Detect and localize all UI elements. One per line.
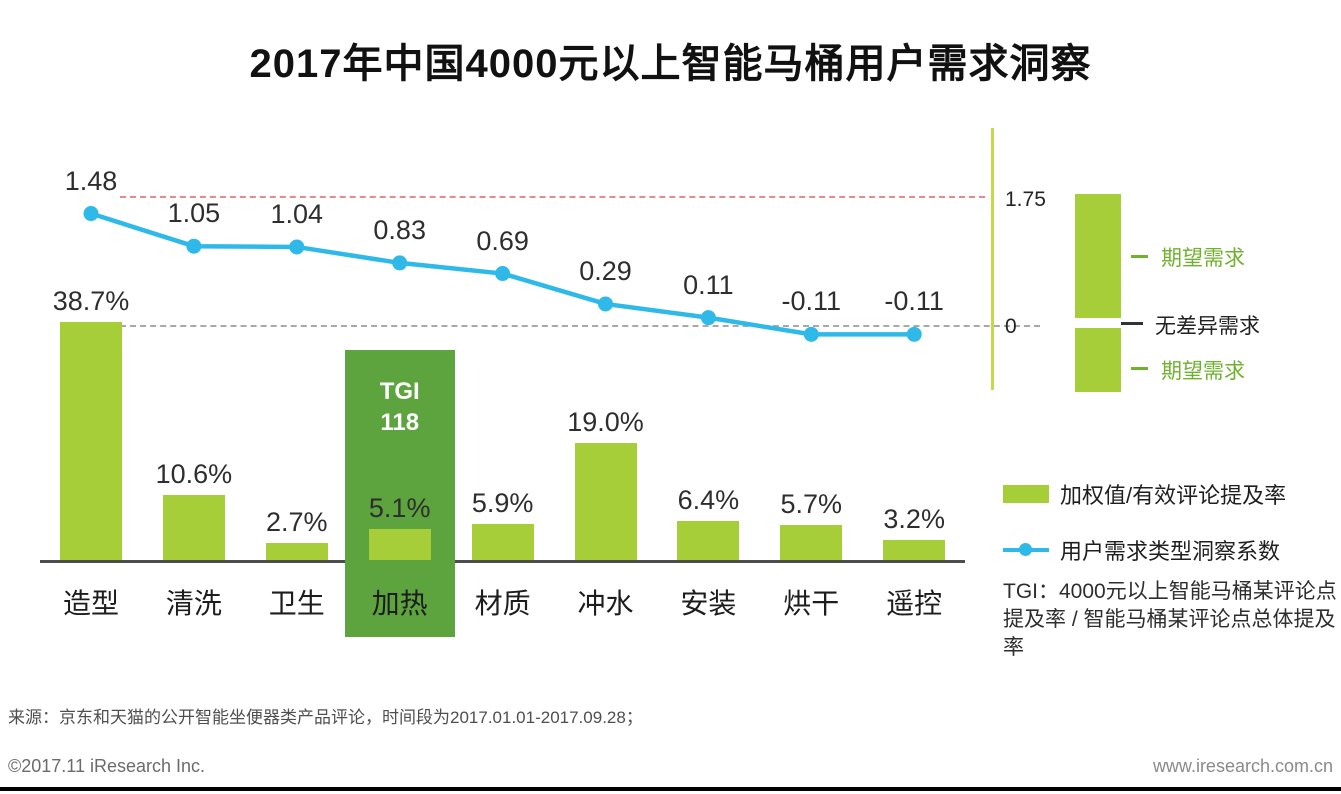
category-label: 材质 (474, 588, 531, 619)
legend-item-bar: 加权值/有效评论提及率 (1003, 478, 1286, 510)
category-label: 造型 (62, 588, 119, 619)
bar (780, 525, 843, 560)
bar-value-label: 2.7% (266, 507, 328, 537)
line-point (83, 206, 99, 222)
footer: ©2017.11 iResearch Inc. www.iresearch.co… (8, 756, 1333, 777)
line-value-label: 1.48 (64, 165, 118, 196)
expected-demand-bar-lower (1075, 328, 1121, 392)
line-point (906, 326, 922, 342)
line-value-label: 0.83 (373, 214, 426, 245)
category-label: 烘干 (783, 588, 840, 619)
panel-axis-max-label: 1.75 (1005, 188, 1046, 211)
expected-demand-bar-upper (1075, 194, 1121, 318)
bar-value-label: 6.4% (677, 485, 740, 515)
x-axis-line (40, 560, 965, 563)
bar (471, 524, 534, 560)
line-point (289, 239, 305, 255)
line-point (495, 266, 511, 282)
panel-axis-zero-label: 0 (1005, 315, 1017, 338)
line-value-label: 0.11 (683, 269, 734, 300)
annotation-indifferent: 无差异需求 (1155, 315, 1260, 338)
category-label: 遥控 (886, 588, 943, 619)
bar (162, 495, 225, 560)
legend-bar-label: 加权值/有效评论提及率 (1060, 483, 1287, 508)
source-note: 来源：京东和天猫的公开智能坐便器类产品评论，时间段为2017.01.01-201… (8, 708, 643, 727)
category-label: 安装 (680, 588, 737, 619)
plot-area: TGI 118 38.7% 造型 10.6% 清洗 2.7% 卫生 5.1% 加热 5.9% 材质 19… (40, 130, 965, 640)
bar-value-label: 5.7% (780, 489, 843, 519)
bar-value-label: 5.1% (368, 493, 431, 523)
bar (574, 443, 637, 560)
bar-value-label: 38.7% (52, 286, 130, 316)
reference-line-max (120, 196, 985, 198)
category-label: 清洗 (165, 588, 222, 619)
annotation-tick-middle (1121, 322, 1143, 325)
annotation-tick-bottom (1131, 367, 1148, 370)
annotation-expected-bottom: 期望需求 (1161, 360, 1245, 383)
category-label: 加热 (371, 588, 428, 619)
legend: 加权值/有效评论提及率 用户需求类型洞察系数 (1003, 478, 1286, 566)
annotation-tick-top (1131, 255, 1148, 258)
bar-value-label: 5.9% (471, 488, 534, 518)
legend-line-label: 用户需求类型洞察系数 (1060, 539, 1281, 564)
line-point (392, 255, 408, 271)
bar-value-label: 19.0% (567, 407, 644, 437)
line-value-label: 1.04 (270, 198, 324, 229)
legend-item-line: 用户需求类型洞察系数 (1003, 534, 1286, 566)
tgi-definition-note: TGI：4000元以上智能马桶某评论点提及率 / 智能马桶某评论点总体提及率 (1003, 580, 1337, 659)
annotation-expected-top: 期望需求 (1161, 247, 1245, 270)
line-point (598, 296, 613, 312)
panel-axis-line (991, 128, 994, 390)
line-value-label: 0.29 (579, 255, 632, 286)
line-value-label: -0.11 (884, 286, 944, 317)
line-value-label: 0.69 (476, 225, 529, 256)
demand-type-panel: 1.75 0 期望需求 无差异需求 期望需求 (985, 128, 1341, 403)
tgi-highlight-box: TGI 118 (344, 350, 455, 637)
line-swatch-icon (1003, 543, 1049, 556)
line-value-label: 1.05 (167, 198, 221, 229)
footer-divider (0, 787, 1341, 791)
bar-swatch-icon (1003, 485, 1049, 503)
line-point (700, 310, 716, 326)
category-label: 冲水 (577, 588, 634, 619)
bar (265, 543, 328, 560)
line-point (803, 326, 819, 342)
line-dot-icon (1019, 543, 1032, 556)
line-value-label: -0.11 (781, 286, 842, 317)
page-title: 2017年中国4000元以上智能马桶用户需求洞察 (249, 41, 1092, 86)
bar (60, 322, 122, 560)
website-url: www.iresearch.com.cn (1152, 756, 1333, 776)
bar-value-label: 10.6% (155, 459, 233, 489)
bar (883, 540, 946, 560)
line-point (186, 238, 202, 254)
tgi-label: TGI 118 (379, 378, 420, 436)
bar (368, 529, 431, 560)
copyright: ©2017.11 iResearch Inc. (8, 756, 206, 776)
bar-value-label: 3.2% (883, 504, 945, 534)
bar (677, 521, 740, 560)
category-label: 卫生 (268, 588, 325, 619)
